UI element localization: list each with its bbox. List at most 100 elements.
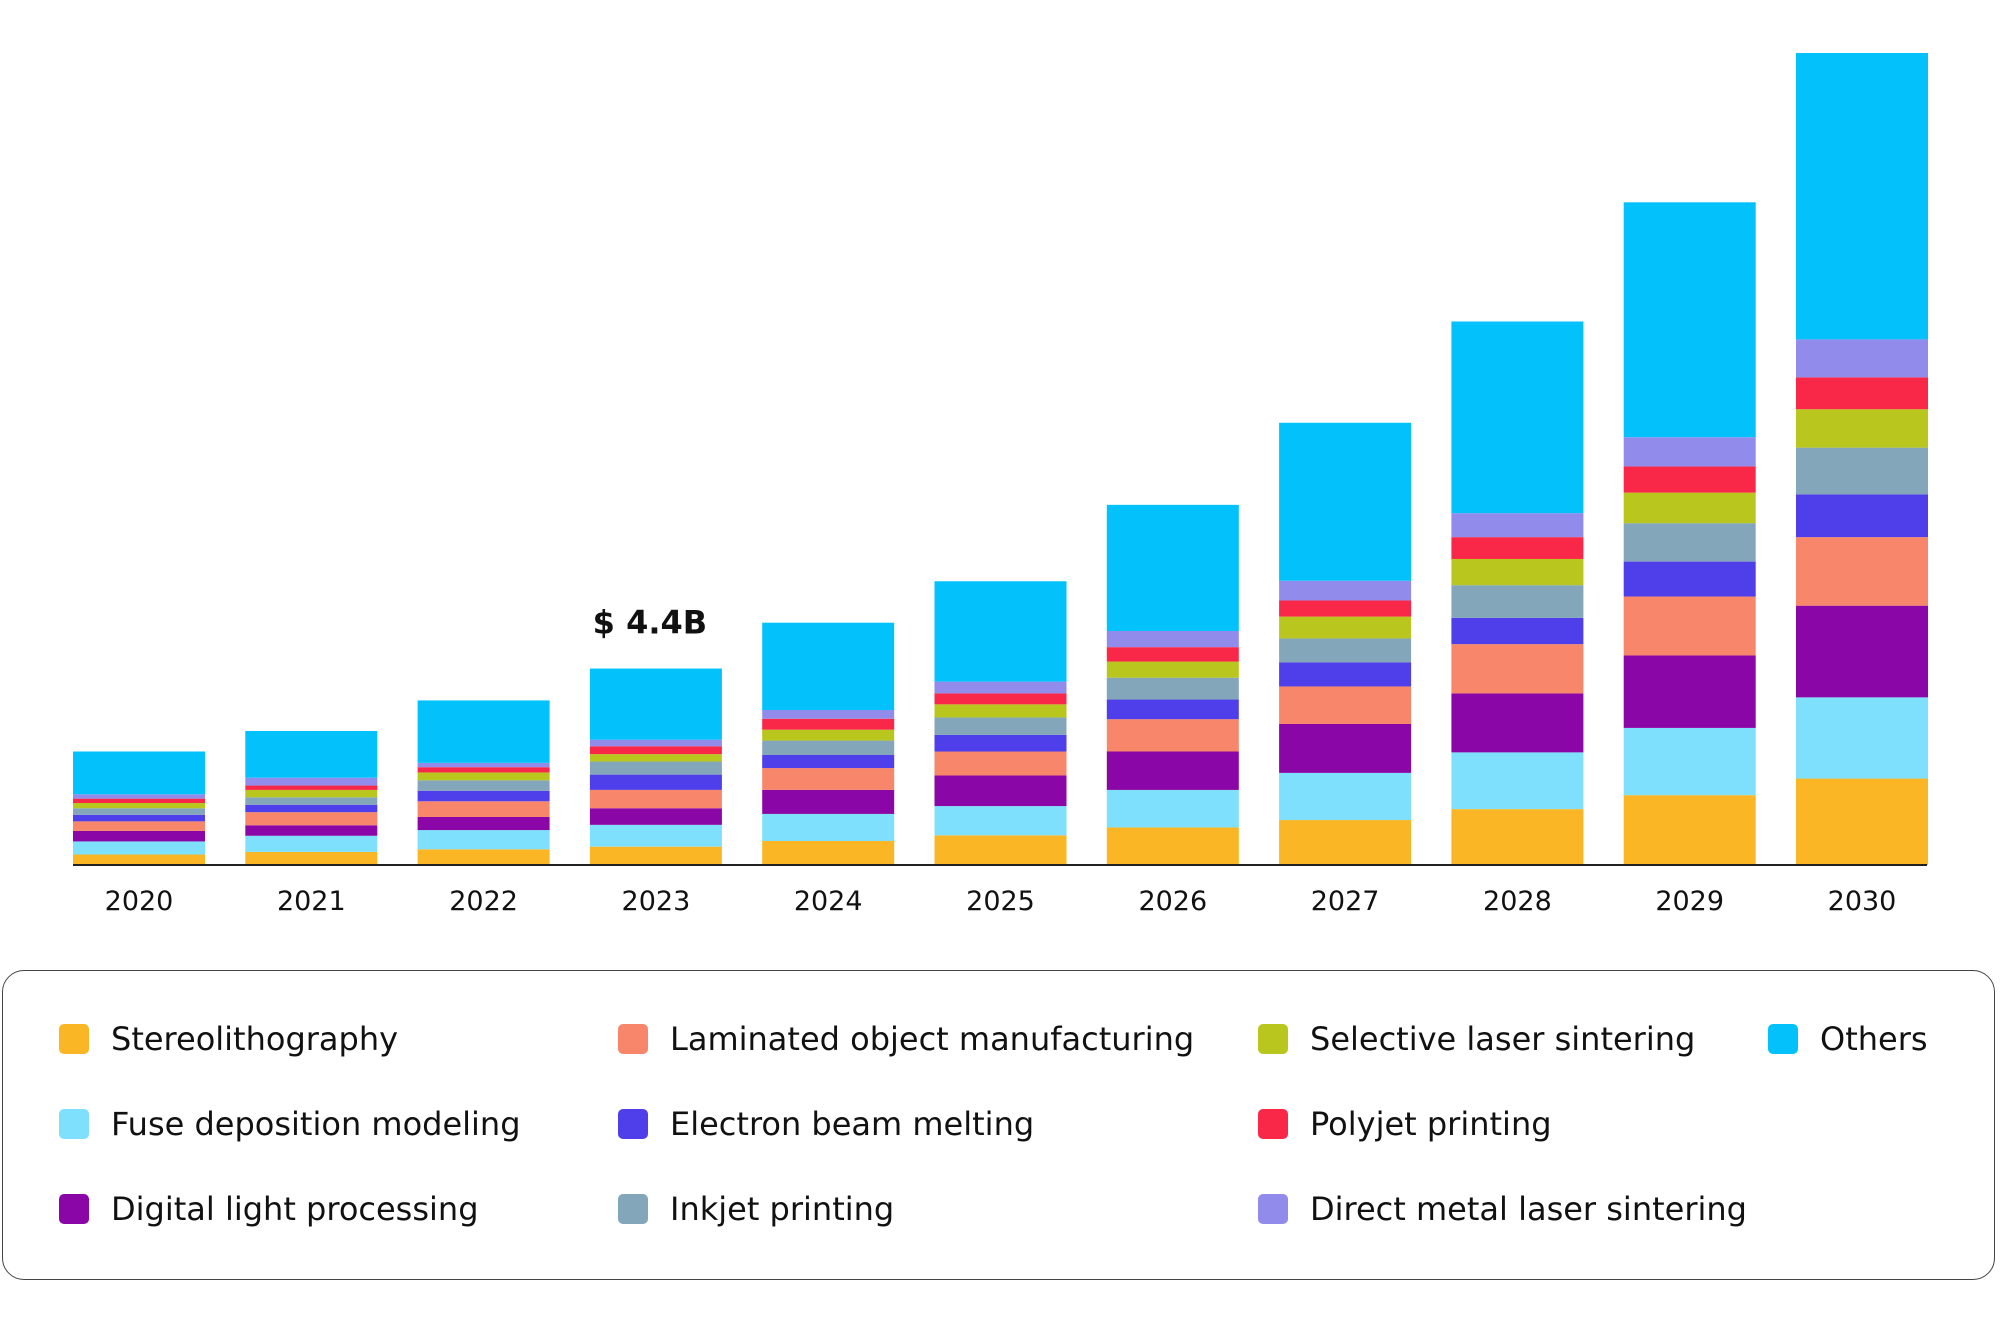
legend-swatch <box>618 1024 648 1054</box>
bar-segment-2020-fuse-deposition-modeling <box>73 841 205 855</box>
x-tick-label: 2030 <box>1828 886 1897 917</box>
bar-segment-2024-stereolithography <box>762 840 895 865</box>
bar-segment-2027-digital-light-processing <box>1279 723 1412 773</box>
bar-segment-2028-electron-beam-melting <box>1451 617 1584 645</box>
x-tick-label: 2024 <box>794 886 863 917</box>
bar-segment-2028-polyjet-printing <box>1451 537 1584 559</box>
bar-segment-2020-others <box>73 751 205 795</box>
bar-segment-2028-fuse-deposition-modeling <box>1451 752 1584 810</box>
bar-segment-2020-digital-light-processing <box>73 830 205 842</box>
bar-segment-2029-stereolithography <box>1623 795 1756 865</box>
bar-segment-2022-electron-beam-melting <box>417 790 550 802</box>
bar-segment-2029-others <box>1623 202 1756 438</box>
legend-item: Inkjet printing <box>618 1189 894 1229</box>
bar-segment-2030-others <box>1796 53 1928 340</box>
legend-label: Selective laser sintering <box>1310 1020 1696 1058</box>
bar-segment-2027-laminated-object-manufacturing <box>1279 686 1412 724</box>
legend-item: Fuse deposition modeling <box>59 1104 521 1144</box>
x-tick-label: 2020 <box>105 886 174 917</box>
legend-swatch <box>59 1109 89 1139</box>
bar-segment-2021-direct-metal-laser-sintering <box>245 777 378 786</box>
x-tick-label: 2021 <box>277 886 346 917</box>
legend-item: Selective laser sintering <box>1258 1019 1695 1059</box>
bar-segment-2028-inkjet-printing <box>1451 585 1584 618</box>
legend-item: Laminated object manufacturing <box>618 1019 1194 1059</box>
bar-segment-2021-selective-laser-sintering <box>245 789 378 798</box>
bar-segment-2024-others <box>762 622 895 711</box>
bar-segment-2020-electron-beam-melting <box>73 814 205 822</box>
bar-segment-2025-laminated-object-manufacturing <box>934 751 1067 776</box>
bar-segment-2023-others <box>589 668 722 740</box>
bar-segment-2025-digital-light-processing <box>934 775 1067 807</box>
bars-group <box>73 53 1928 865</box>
bar-segment-2021-polyjet-printing <box>245 785 378 790</box>
bar-segment-2021-electron-beam-melting <box>245 804 378 813</box>
bar-segment-2026-inkjet-printing <box>1106 677 1239 700</box>
bar-segment-2025-inkjet-printing <box>934 717 1067 735</box>
x-tick-label: 2029 <box>1655 886 1724 917</box>
legend-item: Others <box>1768 1019 1928 1059</box>
bar-segment-2024-selective-laser-sintering <box>762 729 895 741</box>
bar-segment-2022-others <box>417 700 550 763</box>
bar-segment-2030-fuse-deposition-modeling <box>1796 697 1928 779</box>
bar-segment-2025-polyjet-printing <box>934 693 1067 705</box>
bar-segment-2020-selective-laser-sintering <box>73 803 205 809</box>
bar-segment-2020-inkjet-printing <box>73 808 205 815</box>
bar-segment-2025-selective-laser-sintering <box>934 704 1067 718</box>
bar-segment-2024-inkjet-printing <box>762 740 895 755</box>
bar-segment-2020-polyjet-printing <box>73 798 205 804</box>
legend-label: Inkjet printing <box>670 1190 895 1228</box>
bar-segment-2028-selective-laser-sintering <box>1451 558 1584 586</box>
bar-segment-2022-inkjet-printing <box>417 780 550 791</box>
bar-segment-2029-fuse-deposition-modeling <box>1623 727 1756 796</box>
bar-segment-2029-direct-metal-laser-sintering <box>1623 437 1756 467</box>
legend-label: Digital light processing <box>111 1190 479 1228</box>
legend-label: Others <box>1820 1020 1928 1058</box>
bar-segment-2027-inkjet-printing <box>1279 638 1412 663</box>
stacked-bar-chart: 2020 2021 2022 2023 2024 2025 2026 2027 2028 2029… <box>73 53 1928 917</box>
bar-segment-2020-direct-metal-laser-sintering <box>73 794 205 799</box>
bar-segment-2026-stereolithography <box>1106 827 1239 865</box>
legend-label: Stereolithography <box>111 1020 399 1058</box>
bar-segment-2025-others <box>934 581 1067 682</box>
bar-segment-2026-digital-light-processing <box>1106 751 1239 790</box>
bar-segment-2023-laminated-object-manufacturing <box>589 789 722 809</box>
bar-segment-2024-electron-beam-melting <box>762 754 895 769</box>
bar-segment-2023-electron-beam-melting <box>589 774 722 790</box>
bar-segment-2027-stereolithography <box>1279 820 1412 865</box>
bar-segment-2025-electron-beam-melting <box>934 734 1067 752</box>
bar-segment-2024-direct-metal-laser-sintering <box>762 710 895 719</box>
legend-label: Direct metal laser sintering <box>1310 1190 1747 1228</box>
bar-segment-2029-polyjet-printing <box>1623 466 1756 493</box>
legend-label: Electron beam melting <box>670 1105 1035 1143</box>
x-tick-label: 2028 <box>1483 886 1552 917</box>
bar-segment-2022-fuse-deposition-modeling <box>417 830 550 850</box>
bar-segment-2020-stereolithography <box>73 854 205 865</box>
legend-item: Direct metal laser sintering <box>1258 1189 1747 1229</box>
bar-segment-2023-polyjet-printing <box>589 746 722 755</box>
bar-segment-2026-electron-beam-melting <box>1106 699 1239 720</box>
bar-segment-2028-digital-light-processing <box>1451 693 1584 753</box>
bar-segment-2026-fuse-deposition-modeling <box>1106 789 1239 828</box>
bar-segment-2021-stereolithography <box>245 851 378 865</box>
legend-swatch <box>59 1024 89 1054</box>
bar-segment-2022-direct-metal-laser-sintering <box>417 762 550 768</box>
bar-segment-2023-selective-laser-sintering <box>589 754 722 762</box>
bar-segment-2028-laminated-object-manufacturing <box>1451 644 1584 694</box>
bar-segment-2025-stereolithography <box>934 835 1067 865</box>
bar-segment-2029-digital-light-processing <box>1623 655 1756 728</box>
bar-segment-2027-polyjet-printing <box>1279 600 1412 617</box>
bar-segment-2024-fuse-deposition-modeling <box>762 813 895 841</box>
bar-segment-2021-fuse-deposition-modeling <box>245 835 378 852</box>
legend-swatch <box>618 1194 648 1224</box>
bar-segment-2027-others <box>1279 422 1412 581</box>
x-tick-label: 2022 <box>449 886 518 917</box>
legend-swatch <box>1768 1024 1798 1054</box>
bar-segment-2030-inkjet-printing <box>1796 447 1928 495</box>
bar-segment-2030-electron-beam-melting <box>1796 494 1928 538</box>
bar-segment-2024-laminated-object-manufacturing <box>762 768 895 790</box>
bar-segment-2027-electron-beam-melting <box>1279 662 1412 687</box>
bar-segment-2022-laminated-object-manufacturing <box>417 801 550 817</box>
legend-label: Polyjet printing <box>1310 1105 1552 1143</box>
bar-segment-2030-direct-metal-laser-sintering <box>1796 339 1928 378</box>
